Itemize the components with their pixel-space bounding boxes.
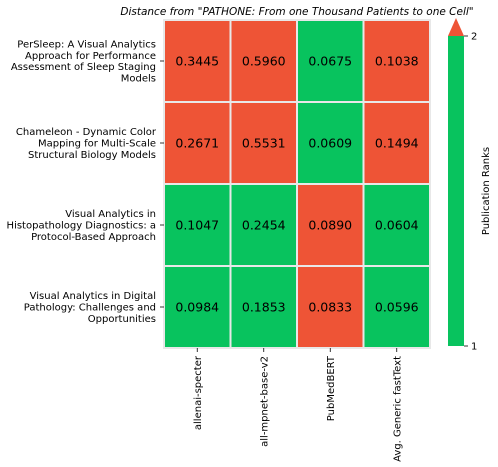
- row-label: Visual Analytics in Histopathology Diagno…: [7, 209, 156, 243]
- column-label: PubMedBERT: [326, 355, 337, 421]
- cell-value-label: 0.0596: [375, 300, 419, 315]
- cell-value-label: 0.5960: [242, 54, 286, 69]
- colorbar-tick-label: 2: [471, 32, 477, 43]
- row-label: Visual Analytics in Digital Pathology: Ch…: [24, 291, 156, 325]
- cell-value-label: 0.1038: [375, 54, 419, 69]
- row-label: PerSleep: A Visual Analytics Approach for…: [11, 39, 156, 84]
- cell-value-label: 0.0609: [308, 136, 352, 151]
- cell-value-label: 0.1853: [242, 300, 286, 315]
- colorbar: 2 1 Publication Ranks: [448, 18, 492, 353]
- cell-value-label: 0.0833: [308, 300, 352, 315]
- row-label: Chameleon - Dynamic Color Mapping for Mul…: [16, 127, 157, 161]
- colorbar-segment: [448, 191, 464, 346]
- cell-value-label: 0.0984: [175, 300, 219, 315]
- cell-value-label: 0.1494: [375, 136, 419, 151]
- heatmap-cells: 0.3445 0.5960 0.0675 0.1038 0.2671 0.5531 0.06…: [164, 20, 430, 348]
- column-labels: allenai-specter all-mpnet-base-v2 PubMedBE…: [193, 348, 404, 462]
- column-label: all-mpnet-base-v2: [259, 356, 270, 447]
- cell-value-label: 0.5531: [242, 136, 286, 151]
- column-label: allenai-specter: [193, 355, 204, 430]
- cell-value-label: 0.2454: [242, 218, 286, 233]
- cell-value-label: 0.0675: [308, 54, 352, 69]
- cell-value-label: 0.0604: [375, 218, 419, 233]
- cell-value-label: 0.2671: [175, 136, 219, 151]
- cell-value-label: 0.3445: [175, 54, 219, 69]
- chart-title: Distance from "PATHONE: From one Thousan…: [120, 6, 473, 18]
- colorbar-label: Publication Ranks: [481, 147, 492, 235]
- row-labels: PerSleep: A Visual Analytics Approach for…: [7, 39, 164, 325]
- colorbar-extend-triangle: [448, 18, 464, 36]
- colorbar-segment: [448, 36, 464, 191]
- colorbar-tick-label: 1: [471, 342, 477, 353]
- cell-value-label: 0.1047: [175, 218, 219, 233]
- cell-value-label: 0.0890: [308, 218, 352, 233]
- column-label: Avg. Generic fastText: [392, 356, 403, 462]
